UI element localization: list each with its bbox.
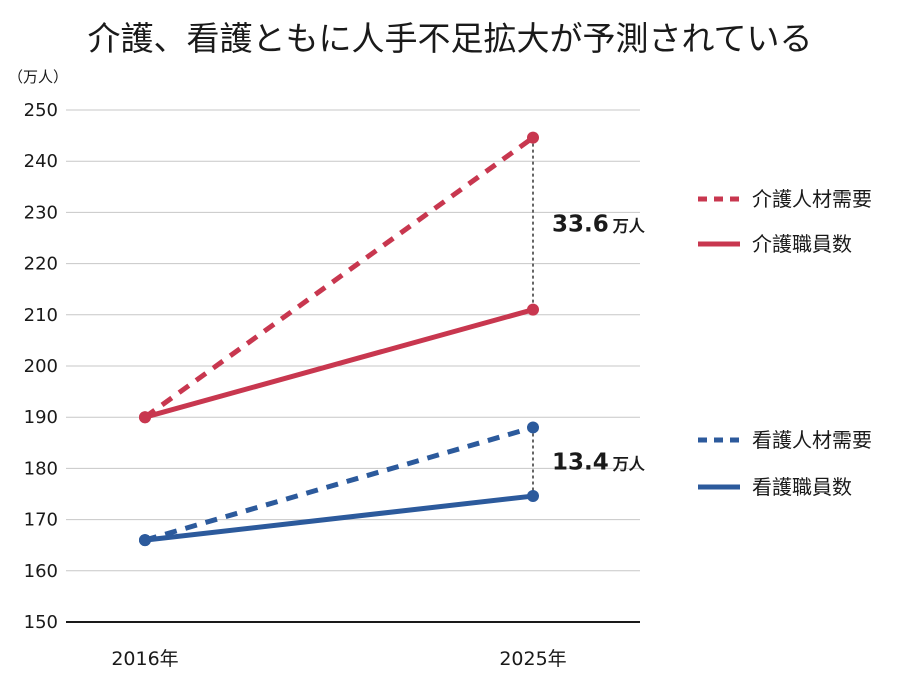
series-lines	[143, 135, 535, 543]
data-point	[527, 303, 539, 316]
data-point	[139, 411, 151, 424]
gridlines	[66, 109, 640, 623]
data-points	[139, 131, 539, 547]
y-tick-label: 170	[24, 510, 58, 531]
series-line	[144, 425, 534, 543]
legend-label: 看護人材需要	[752, 428, 872, 452]
legend-label: 介護職員数	[752, 232, 852, 256]
difference-label: 33.6 万人	[552, 212, 646, 238]
data-point	[139, 534, 151, 547]
series-line	[143, 135, 535, 420]
x-axis-ticks: 2016年 2025年	[111, 648, 566, 670]
data-point	[527, 421, 539, 434]
y-tick-label: 220	[24, 254, 58, 275]
y-tick-label: 250	[24, 100, 58, 121]
series-line	[144, 493, 534, 543]
data-point	[527, 490, 539, 503]
difference-label: 13.4 万人	[552, 450, 646, 476]
x-tick-label: 2016年	[111, 648, 178, 670]
y-tick-label: 180	[24, 458, 58, 479]
difference-value: 33.6	[552, 212, 609, 238]
y-axis-ticks: 150 160 170 180 190 200 210 220 230 240 250	[24, 100, 58, 633]
difference-unit: 万人	[612, 455, 646, 474]
y-tick-label: 240	[24, 151, 58, 172]
y-tick-label: 150	[24, 612, 58, 633]
legend-label: 看護職員数	[752, 475, 852, 499]
series-line	[144, 307, 534, 420]
y-tick-label: 160	[24, 561, 58, 582]
y-tick-label: 200	[24, 356, 58, 377]
difference-value: 13.4	[552, 450, 609, 476]
chart-title: 介護、看護ともに人手不足拡大が予測されている	[87, 19, 812, 58]
difference-unit: 万人	[612, 217, 646, 236]
y-axis-unit: （万人）	[8, 68, 68, 86]
x-tick-label: 2025年	[499, 648, 566, 670]
legend-label: 介護人材需要	[752, 187, 872, 211]
data-point	[527, 131, 539, 144]
y-tick-label: 230	[24, 202, 58, 223]
y-tick-label: 190	[24, 407, 58, 428]
y-tick-label: 210	[24, 305, 58, 326]
